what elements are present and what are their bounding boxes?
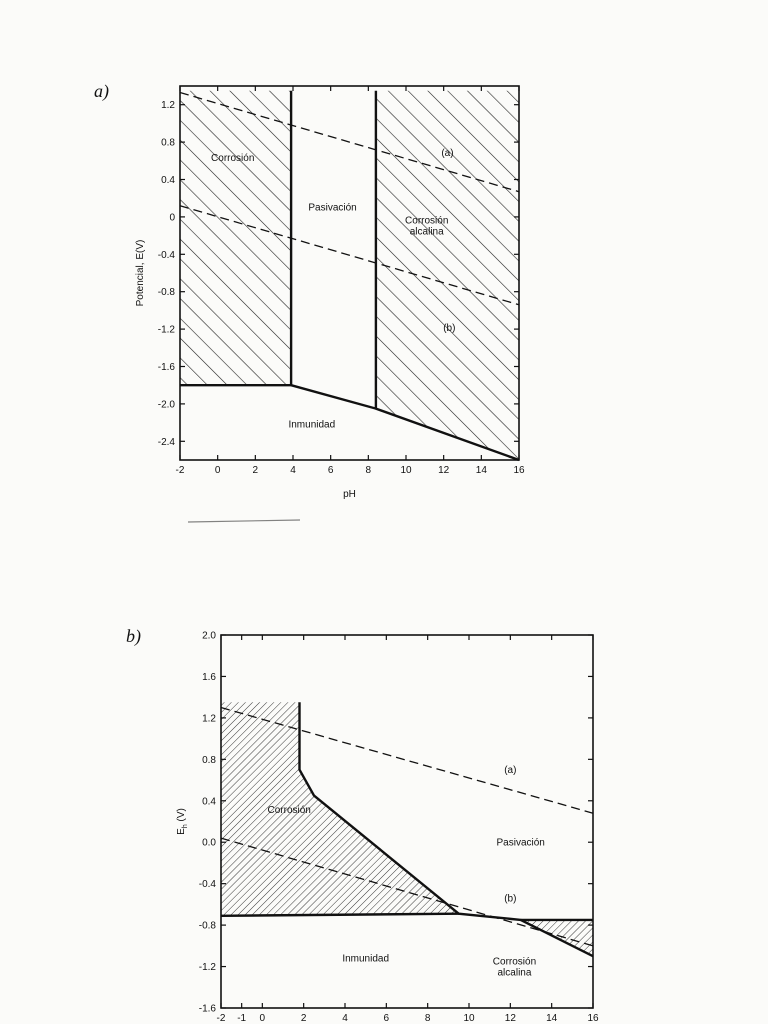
panel-b-ytick-label: -1.6 xyxy=(199,1004,217,1015)
panel-b-chart: 2.0 1.6 1.2 0.8 0.4 0.0 -0.4 -0.8 -1.2 -1.6-2 -1 0 2… xyxy=(126,626,599,1024)
panel-a-chart: 1.2 0.8 0.4 0 -0.4 -0.8 -1.2 -1.6 -2.0 -2.4 -2 0 2 4 6… xyxy=(94,81,525,500)
panel-b-region-label: (b) xyxy=(504,893,516,904)
panel-a-hatched-region-1 xyxy=(375,90,519,460)
panel-b-xtick-label: 8 xyxy=(425,1013,431,1024)
panel-a-xtick-label: 10 xyxy=(400,465,412,476)
panel-b-ytick-label: 0.4 xyxy=(202,796,216,807)
panel-b-ytick-label: 1.6 xyxy=(202,672,216,683)
panel-b-ytick-label: -1.2 xyxy=(199,962,217,973)
panel-a-region-label: Corrosión alcalina xyxy=(405,215,448,237)
panel-a-ytick-label: -0.4 xyxy=(158,250,176,261)
panel-a-ytick-label: -0.8 xyxy=(158,287,176,298)
panel-a-region-label: Pasivación xyxy=(308,202,356,213)
panel-a-xtick-label: 6 xyxy=(328,465,334,476)
panel-b-region-label: Corrosión xyxy=(268,805,311,816)
panel-a-xtick-label: 4 xyxy=(290,465,296,476)
panel-b-region-label: Pasivación xyxy=(496,837,544,848)
panel-a-ytick-label: -1.6 xyxy=(158,362,176,373)
panel-a-hatched-region-0 xyxy=(180,90,292,386)
panel-b-ytick-label: 1.2 xyxy=(202,713,216,724)
panel-a-series-boundary-4 xyxy=(375,407,520,462)
panel-a-xtick-label: 14 xyxy=(476,465,488,476)
panel-a-series-line-b xyxy=(179,205,520,306)
panel-a-ytick-label: 0.8 xyxy=(161,138,175,149)
panel-a-plot-frame xyxy=(179,85,520,461)
panel-a-y-axis-label: Potencial, E(V) xyxy=(135,240,146,307)
panel-b-ytick-label: -0.8 xyxy=(199,921,217,932)
scan-mark xyxy=(187,519,301,523)
panel-a-xtick-label: 2 xyxy=(253,465,259,476)
panel-b-ytick-label: 0.8 xyxy=(202,755,216,766)
panel-a-ytick-label: 0.4 xyxy=(161,175,175,186)
panel-b-plot-frame xyxy=(220,634,594,1009)
panel-a-xtick-label: 0 xyxy=(215,465,221,476)
panel-b-xtick-label: -1 xyxy=(237,1013,246,1024)
panel-a-x-axis-label: pH xyxy=(343,489,356,500)
panel-b-series-boundary-2 xyxy=(298,702,594,958)
panel-b-series-boundary-3 xyxy=(220,912,459,917)
panel-b-series-line-a xyxy=(220,706,594,814)
panel-b-xtick-label: 6 xyxy=(384,1013,390,1024)
panel-b-series-line-b xyxy=(220,837,594,947)
panel-b-hatched-region-0 xyxy=(221,702,459,916)
panel-a-ytick-label: 0 xyxy=(169,212,175,223)
panel-a-xtick-label: 8 xyxy=(366,465,372,476)
panel-b-ytick-label: 0.0 xyxy=(202,838,216,849)
panel-a-region-label: Inmunidad xyxy=(288,419,335,430)
panel-b-xtick-label: 14 xyxy=(546,1013,558,1024)
panel-a-region-label: (a) xyxy=(441,148,453,159)
panel-a-xtick-label: -2 xyxy=(176,465,185,476)
panel-b-xtick-label: 10 xyxy=(463,1013,475,1024)
panel-a-xtick-label: 12 xyxy=(438,465,450,476)
panel-a-region-label: (b) xyxy=(443,323,455,334)
panel-b-ytick-label: -0.4 xyxy=(199,879,217,890)
panel-a-series-boundary-3 xyxy=(290,90,378,411)
panel-b-xtick-label: 0 xyxy=(260,1013,266,1024)
panel-b-y-axis-label: Eh (V) xyxy=(176,808,189,835)
panel-a-label: a) xyxy=(94,81,109,102)
panel-b-xtick-label: 16 xyxy=(587,1013,599,1024)
panel-b-ytick-label: 2.0 xyxy=(202,631,216,642)
panel-a-ytick-label: -2.4 xyxy=(158,437,176,448)
panel-b-label: b) xyxy=(126,626,141,647)
panel-b-region-label: Corrosión alcalina xyxy=(493,956,536,978)
panel-a-ytick-label: -1.2 xyxy=(158,325,176,336)
panel-b-xtick-label: -2 xyxy=(217,1013,226,1024)
panel-a-ytick-label: -2.0 xyxy=(158,399,176,410)
panel-b-region-label: (a) xyxy=(504,765,516,776)
panel-a-region-label: Corrosión xyxy=(211,153,254,164)
panel-b-xtick-label: 4 xyxy=(342,1013,348,1024)
panel-a-series-line-a xyxy=(179,91,520,193)
panel-a-xtick-label: 16 xyxy=(513,465,525,476)
panel-b-xtick-label: 12 xyxy=(505,1013,517,1024)
panel-b-region-label: Inmunidad xyxy=(342,953,389,964)
panel-b-xtick-label: 2 xyxy=(301,1013,307,1024)
panel-a-ytick-label: 1.2 xyxy=(161,100,175,111)
